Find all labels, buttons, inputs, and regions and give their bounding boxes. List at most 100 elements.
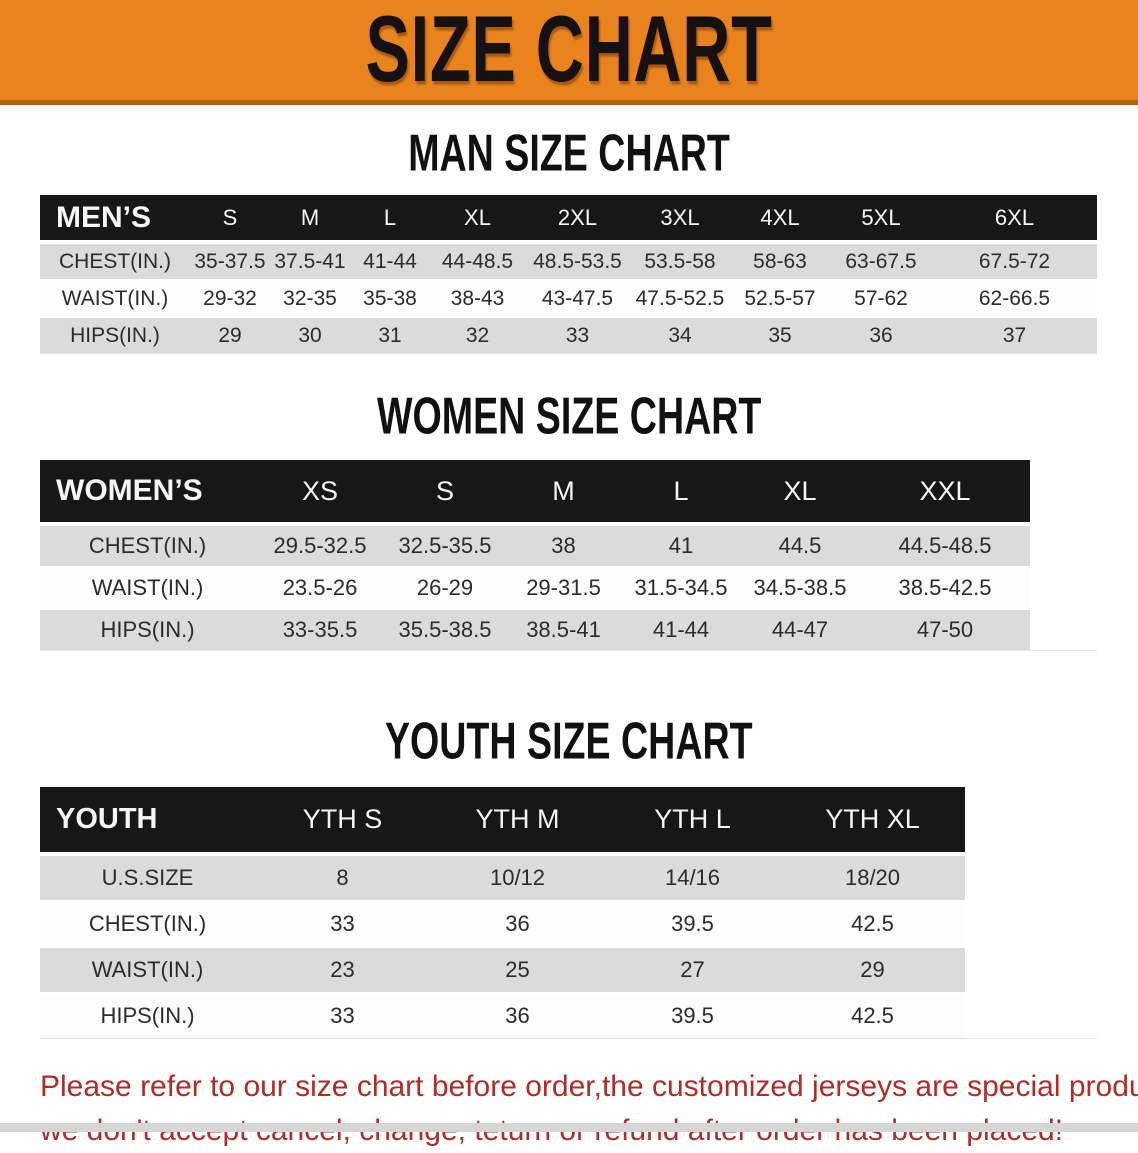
size-value: 38 [551,533,576,558]
table-row: CHEST(IN.) 35-37.5 37.5-41 41-44 44-48.5 48.5… [40,242,1097,280]
size-column-header: M [270,195,350,244]
disclaimer-note: Please refer to our size chart before or… [40,1065,1138,1153]
table-corner-label: WOMEN’S [40,460,255,526]
size-value: 33 [330,1003,355,1028]
size-value: 41-44 [652,617,710,642]
men-table-header-row: MEN’S S M L XL 2XL 3XL 4XL 5XL 6XL [40,195,1097,244]
size-column-header: 3XL [630,195,730,244]
row-label: CHEST(IN.) [88,533,207,558]
size-value: 41 [668,533,694,558]
man-size-chart-heading-text: MAN SIZE CHART [408,123,730,182]
size-value: 35 [768,323,792,347]
size-value: 58-63 [753,249,807,273]
table-row: HIPS(IN.) 33-35.5 35.5-38.5 38.5-41 41-44 44-… [40,609,1097,651]
size-value: 42.5 [851,1003,894,1028]
size-value: 36 [505,1003,530,1028]
size-value: 18/20 [844,865,901,890]
youth-size-chart-heading-text: YOUTH SIZE CHART [385,711,753,770]
size-chart-banner-title: SIZE CHART [365,0,773,103]
size-column-header: XL [430,195,525,244]
women-table-header-row: WOMEN’S XS S M L XL XXL [40,460,1097,526]
size-value: 35.5-38.5 [398,617,492,642]
size-value: 44.5 [778,533,822,558]
size-value: 29 [860,957,885,982]
man-size-chart-heading: MAN SIZE CHART [0,123,1138,182]
size-value: 31.5-34.5 [634,575,728,600]
size-value: 37.5-41 [274,249,346,273]
size-value: 57-62 [854,286,908,310]
size-column-header: M [505,460,622,526]
row-label: CHEST(IN.) [59,249,171,273]
table-corner-label: YOUTH [40,787,255,856]
bottom-edge-strip [0,1123,1138,1132]
disclaimer-line-1: Please refer to our size chart before or… [40,1070,1138,1103]
size-value: 63-67.5 [845,249,917,273]
size-value: 32.5-35.5 [398,533,492,558]
size-value: 8 [336,865,349,890]
size-value: 10/12 [489,865,546,890]
table-row: WAIST(IN.) 23 25 27 29 [40,947,1097,993]
size-value: 32 [465,323,490,347]
size-value: 35-38 [363,286,417,310]
size-column-header: 2XL [525,195,630,244]
size-value: 42.5 [851,911,894,936]
size-value: 38.5-41 [526,617,601,642]
youth-size-chart-heading: YOUTH SIZE CHART [0,711,1138,770]
size-value: 44-47 [771,617,829,642]
size-value: 36 [505,911,530,936]
men-size-table: MEN’S S M L XL 2XL 3XL 4XL 5XL 6XL CHEST(IN.) 35-3… [40,195,1097,354]
size-value: 29-31.5 [526,575,601,600]
size-value: 41-44 [363,249,417,273]
size-value: 48.5-53.5 [533,249,622,273]
size-value: 38.5-42.5 [898,575,992,600]
row-label: HIPS(IN.) [100,1003,195,1028]
women-size-table: WOMEN’S XS S M L XL XXL CHEST(IN.) 29.5-32.5 32.… [40,460,1097,651]
size-value: 14/16 [664,865,721,890]
size-column-header: 4XL [730,195,830,244]
row-label: WAIST(IN.) [91,957,204,982]
size-value: 35-37.5 [194,249,266,273]
size-column-header: YTH XL [780,787,965,856]
size-value: 29-32 [203,286,257,310]
row-label: HIPS(IN.) [100,617,195,642]
row-label: WAIST(IN.) [91,575,204,600]
size-value: 44.5-48.5 [898,533,992,558]
size-value: 44-48.5 [441,249,514,273]
row-label: WAIST(IN.) [61,286,169,310]
size-value: 27 [680,957,705,982]
size-chart-banner: SIZE CHART [0,0,1138,105]
size-value: 25 [505,957,530,982]
row-label: HIPS(IN.) [70,323,160,347]
size-value: 36 [869,323,893,347]
size-column-header: XL [740,460,860,526]
size-value: 37 [1002,323,1027,347]
size-value: 31 [378,323,402,347]
size-value: 34 [668,323,692,347]
youth-size-table: YOUTH YTH S YTH M YTH L YTH XL U.S.SIZE 8 10/1… [40,787,1097,1039]
size-column-header: YTH S [255,787,430,856]
size-value: 43-47.5 [541,286,614,310]
size-value: 39.5 [671,1003,714,1028]
table-row: CHEST(IN.) 29.5-32.5 32.5-35.5 38 41 44.5 44.5… [40,524,1097,567]
size-value: 67.5-72 [978,249,1051,273]
table-row: HIPS(IN.) 29 30 31 32 33 34 35 36 37 [40,317,1097,354]
size-column-header: S [190,195,270,244]
size-value: 26-29 [416,575,474,600]
youth-table-header-row: YOUTH YTH S YTH M YTH L YTH XL [40,787,1097,856]
row-label: U.S.SIZE [101,865,194,890]
size-value: 29.5-32.5 [273,533,367,558]
size-value: 33 [565,323,590,347]
size-value: 34.5-38.5 [753,575,847,600]
size-value: 29 [218,323,242,347]
women-size-chart-heading: WOMEN SIZE CHART [0,387,1138,444]
size-value: 62-66.5 [978,286,1051,310]
table-row: HIPS(IN.) 33 36 39.5 42.5 [40,993,1097,1039]
size-value: 23 [330,957,355,982]
size-value: 38-43 [450,286,505,310]
size-value: 33-35.5 [282,617,358,642]
size-value: 32-35 [283,286,337,310]
size-value: 52.5-57 [744,286,816,310]
size-value: 47-50 [916,617,974,642]
table-row: WAIST(IN.) 29-32 32-35 35-38 38-43 43-47.5 47.… [40,280,1097,317]
size-value: 30 [298,323,322,347]
